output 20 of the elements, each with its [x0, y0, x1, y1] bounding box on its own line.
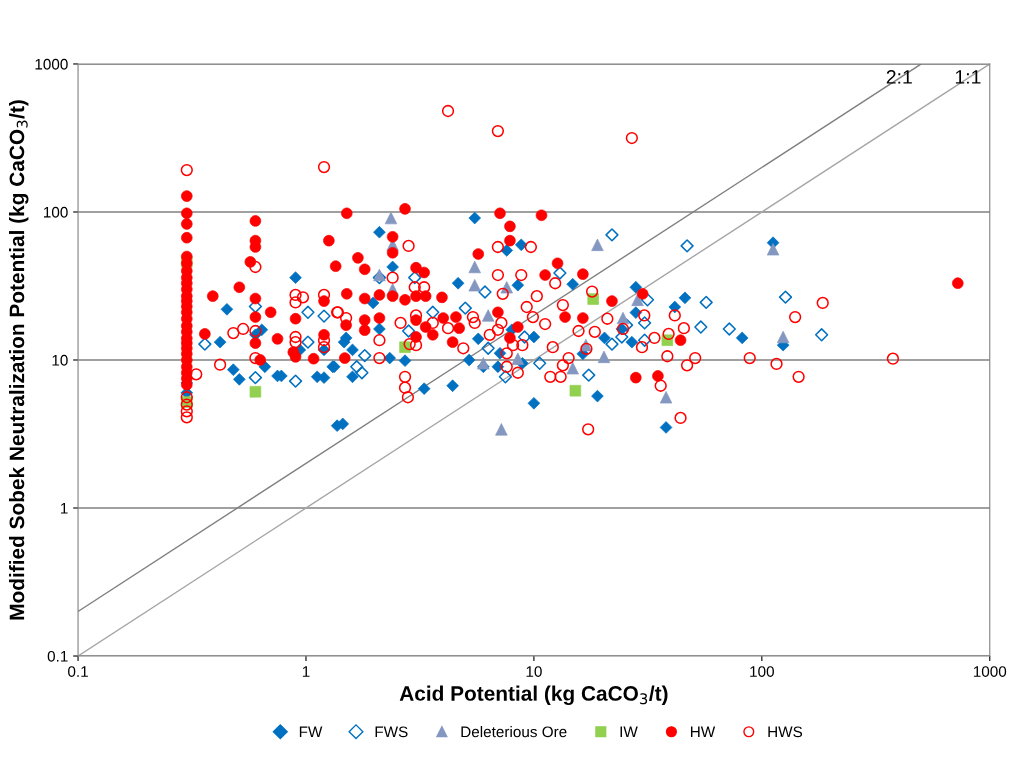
y-tick-label: 1 — [60, 503, 68, 514]
x-tick-label: 0.1 — [68, 666, 88, 677]
y-tick-label: 100 — [44, 206, 68, 218]
x-tick-label: 100 — [750, 666, 774, 677]
x-axis-title: Acid Potential (kg CaCO$_{3}$/t) — [399, 685, 668, 706]
legend-label: FW — [299, 726, 323, 738]
legend-label: FWS — [375, 726, 408, 738]
x-tick-label: 10 — [526, 666, 542, 677]
legend-label: Deleterious Ore — [461, 726, 567, 738]
legend-label: IW — [620, 726, 638, 738]
y-tick-label: 1000 — [35, 58, 68, 70]
legend-label: HWS — [768, 726, 803, 738]
y-tick-label: 0.1 — [47, 650, 68, 662]
y-axis-title: Modified Sobek Neutralization Potential (kg CaCO$_{3}$/t) — [8, 100, 29, 620]
y-tick-label: 10 — [52, 354, 68, 366]
x-tick-label: 1 — [302, 666, 310, 677]
x-tick-label: 1000 — [973, 666, 1007, 677]
series-label: 2:1 — [886, 70, 912, 84]
series-label: 1:1 — [955, 70, 981, 84]
legend-label: HW — [691, 726, 716, 738]
